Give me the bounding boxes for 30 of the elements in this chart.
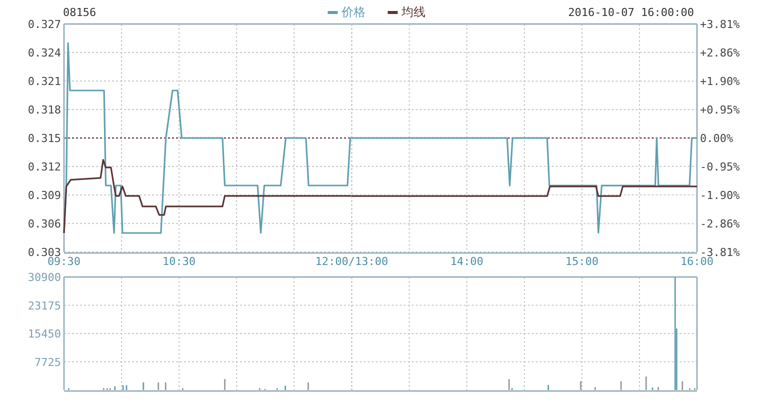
y-tick-label: 0.315 (28, 132, 61, 145)
y-tick-label: 0.327 (28, 18, 61, 31)
y-tick-label: 7725 (34, 356, 61, 369)
y-tick-label: 0.324 (28, 46, 62, 60)
y2-tick-label: 0.00% (700, 132, 734, 145)
x-tick-label: 15:00 (565, 255, 598, 268)
y-tick-label: 15450 (28, 328, 61, 340)
y-tick-label: 0.312 (28, 160, 61, 174)
y-tick-label: 30900 (28, 271, 61, 284)
chart-subtitle: 2016-10-07 16:00:00 (568, 6, 694, 19)
y-tick-label: 23175 (28, 299, 61, 312)
x-tick-label: 10:30 (162, 255, 196, 268)
x-tick-label: 09:30 (47, 255, 81, 268)
y2-tick-label: +1.90% (700, 75, 740, 88)
y-tick-label: 0.306 (28, 218, 61, 230)
y-tick-label: 0.318 (28, 104, 61, 116)
y-tick-label: 0.321 (28, 75, 61, 88)
x-tick-label: 16:00 (680, 255, 714, 268)
legend-label: 价格 (340, 5, 366, 19)
y-tick-label: 0.309 (28, 189, 61, 202)
chart-title: 08156 (63, 6, 96, 19)
x-tick-label: 12:00/13:00 (315, 255, 388, 268)
y2-tick-label: -1.90% (700, 188, 740, 202)
legend-label: 均线 (400, 5, 426, 19)
y2-tick-label: +0.95% (700, 104, 740, 117)
y2-tick-label: -2.86% (700, 218, 740, 231)
y2-tick-label: +3.81% (700, 18, 740, 31)
x-tick-label: 14:00 (450, 255, 484, 268)
y2-tick-label: -0.95% (700, 160, 740, 174)
y2-tick-label: +2.86% (700, 46, 740, 60)
